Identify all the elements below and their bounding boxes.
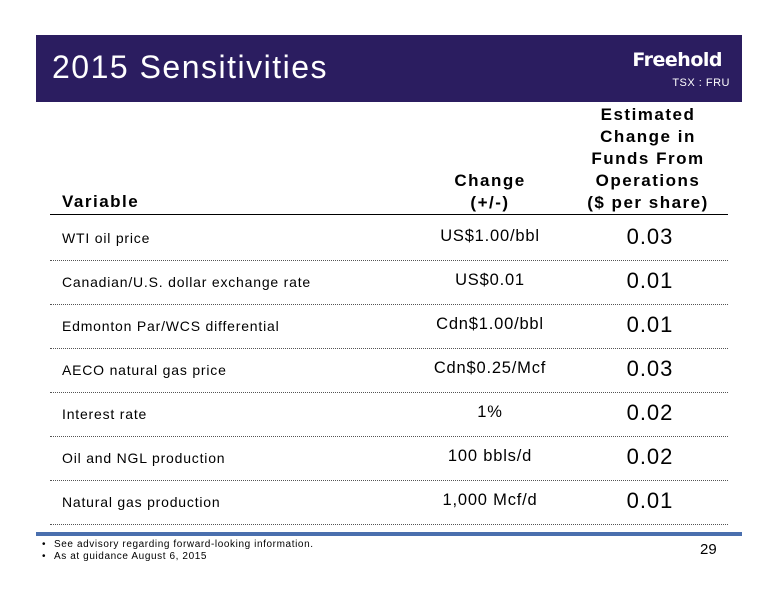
row-change: Cdn$1.00/bbl xyxy=(436,315,544,333)
column-header-variable: Variable xyxy=(62,192,140,211)
row-estimate: 0.03 xyxy=(626,224,674,249)
row-change: 1% xyxy=(477,403,503,421)
row-variable: AECO natural gas price xyxy=(62,362,227,378)
row-variable: Natural gas production xyxy=(62,494,221,510)
table-row: Canadian/U.S. dollar exchange rate US$0.… xyxy=(50,260,728,305)
table-row: WTI oil price US$1.00/bbl 0.03 xyxy=(50,216,728,261)
row-estimate: 0.03 xyxy=(626,356,674,381)
table-row: AECO natural gas price Cdn$0.25/Mcf 0.03 xyxy=(50,348,728,393)
column-header-ffo: Estimated Change in Funds From Operation… xyxy=(568,104,728,214)
page-title: 2015 Sensitivities xyxy=(52,49,329,85)
row-variable: Canadian/U.S. dollar exchange rate xyxy=(62,274,312,290)
row-change: 100 bbls/d xyxy=(447,447,533,465)
company-logo: Freehold xyxy=(632,49,722,71)
table-row: Oil and NGL production 100 bbls/d 0.02 xyxy=(50,436,728,481)
row-estimate: 0.01 xyxy=(626,268,674,293)
footnotes: See advisory regarding forward-looking i… xyxy=(42,539,314,563)
column-header-ffo-line2: Change in xyxy=(600,127,696,146)
header-divider xyxy=(50,214,728,215)
column-header-change: Change (+/-) xyxy=(430,170,550,214)
footer-divider xyxy=(36,532,742,536)
column-header-change-line2: (+/-) xyxy=(470,193,510,212)
row-estimate: 0.02 xyxy=(626,400,674,425)
row-change: Cdn$0.25/Mcf xyxy=(433,359,547,377)
row-estimate: 0.01 xyxy=(626,488,674,513)
page-number: 29 xyxy=(700,541,717,558)
row-change: US$0.01 xyxy=(455,271,525,289)
footnote: As at guidance August 6, 2015 xyxy=(42,551,314,563)
row-variable: Edmonton Par/WCS differential xyxy=(62,318,280,334)
column-header-ffo-line3: Funds From xyxy=(591,149,705,168)
row-change: US$1.00/bbl xyxy=(440,227,540,245)
table-row: Natural gas production 1,000 Mcf/d 0.01 xyxy=(50,480,728,525)
ticker-symbol: TSX : FRU xyxy=(672,77,730,89)
row-estimate: 0.02 xyxy=(626,444,674,469)
row-variable: Oil and NGL production xyxy=(62,450,226,466)
column-header-ffo-line4: Operations xyxy=(595,171,701,190)
row-change: 1,000 Mcf/d xyxy=(442,491,538,509)
column-header-change-line1: Change xyxy=(454,171,526,190)
row-variable: Interest rate xyxy=(62,406,148,422)
table-row: Edmonton Par/WCS differential Cdn$1.00/b… xyxy=(50,304,728,349)
column-header-ffo-line5: ($ per share) xyxy=(587,193,709,212)
title-banner: 2015 Sensitivities Freehold TSX : FRU xyxy=(36,35,742,102)
footnote: See advisory regarding forward-looking i… xyxy=(42,539,314,551)
table-row: Interest rate 1% 0.02 xyxy=(50,392,728,437)
row-estimate: 0.01 xyxy=(626,312,674,337)
row-variable: WTI oil price xyxy=(62,230,151,246)
column-header-ffo-line1: Estimated xyxy=(600,105,696,124)
